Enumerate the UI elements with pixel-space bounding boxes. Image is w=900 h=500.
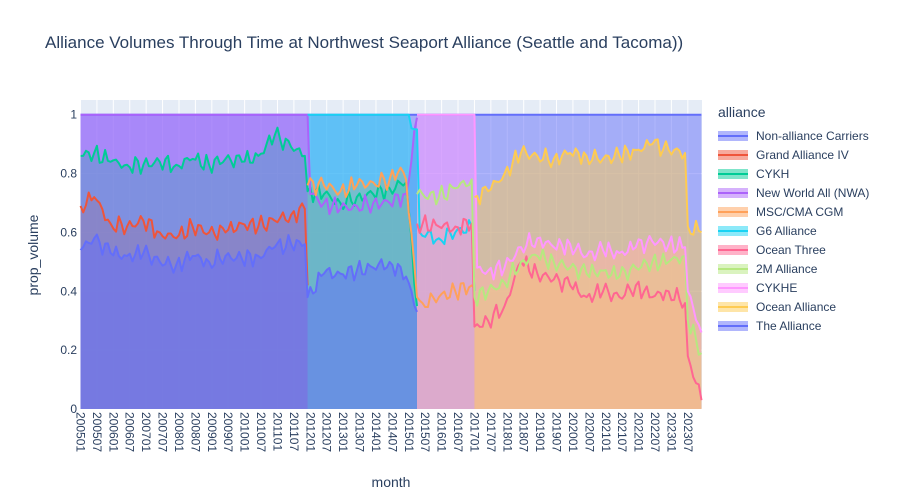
x-tick-label: 201401 — [369, 412, 383, 452]
x-tick-label: 202207 — [648, 412, 662, 452]
x-tick-label: 201101 — [270, 412, 284, 451]
legend-label: MSC/CMA CGM — [756, 204, 844, 219]
x-tick-label: 200907 — [221, 412, 235, 452]
x-tick-label: 200801 — [172, 412, 186, 452]
legend-item[interactable]: G6 Alliance — [718, 221, 869, 240]
series-line — [79, 191, 309, 286]
x-tick-label: 200707 — [156, 412, 170, 452]
legend-item[interactable]: Grand Alliance IV — [718, 145, 869, 164]
series-line — [474, 138, 702, 236]
legend-label: Ocean Three — [756, 242, 826, 257]
legend-item[interactable]: Ocean Alliance — [718, 297, 869, 316]
series-line — [307, 113, 476, 292]
legend-label: CYKH — [756, 166, 790, 181]
x-tick-label: 201301 — [336, 412, 350, 452]
x-tick-label: 200607 — [123, 412, 137, 452]
x-axis-ticks: 200501 200507 200601 200607 200701 200707 2008… — [74, 412, 695, 452]
legend-item[interactable]: Non-alliance Carriers — [718, 126, 869, 145]
x-tick-label: 201907 — [550, 412, 564, 452]
x-tick-label: 200701 — [139, 412, 153, 452]
chart-title: Alliance Volumes Through Time at Northwe… — [45, 33, 684, 52]
x-tick-label: 202201 — [632, 412, 646, 452]
legend-label: New World All (NWA) — [756, 185, 870, 200]
y-axis-title: prop_volume — [25, 214, 41, 295]
y-tick-label: 0.4 — [60, 284, 77, 298]
x-tick-label: 202301 — [664, 412, 678, 452]
x-tick-label: 201707 — [484, 412, 498, 452]
x-axis-title: month — [372, 474, 411, 490]
y-axis-ticks: 0 0.2 0.4 0.6 0.8 1 — [60, 108, 77, 416]
x-tick-label: 200601 — [106, 412, 120, 452]
legend-label: Grand Alliance IV — [756, 147, 849, 162]
y-tick-label: 0.2 — [60, 343, 77, 357]
series-line — [416, 113, 703, 333]
x-tick-label: 202107 — [615, 412, 629, 452]
legend: alliance Non-alliance Carriers Grand Alli… — [718, 104, 869, 335]
legend-item[interactable]: 2M Alliance — [718, 259, 869, 278]
legend-swatch — [718, 244, 748, 255]
legend-swatch — [718, 187, 748, 198]
legend-item[interactable]: CYKH — [718, 164, 869, 183]
legend-label: G6 Alliance — [756, 223, 817, 238]
legend-item[interactable]: MSC/CMA CGM — [718, 202, 869, 221]
x-tick-label: 200501 — [74, 412, 88, 452]
legend-label: 2M Alliance — [756, 261, 818, 276]
series-line — [79, 233, 418, 313]
x-tick-label: 201901 — [533, 412, 547, 452]
legend-item[interactable]: Ocean Three — [718, 240, 869, 259]
x-tick-label: 201201 — [303, 412, 317, 452]
x-tick-label: 201807 — [517, 412, 531, 452]
legend-item[interactable]: New World All (NWA) — [718, 183, 869, 202]
x-tick-label: 201501 — [402, 412, 416, 452]
legend-label: The Alliance — [756, 318, 822, 333]
legend-swatch — [718, 320, 748, 331]
y-tick-label: 0.6 — [60, 225, 77, 239]
x-tick-label: 201007 — [254, 412, 268, 452]
series-line — [80, 113, 418, 216]
legend-swatch — [718, 282, 748, 293]
series-line — [80, 126, 418, 307]
series-line — [416, 178, 703, 356]
y-tick-label: 1 — [70, 108, 77, 122]
legend-label: Non-alliance Carriers — [756, 128, 869, 143]
series-line — [416, 214, 703, 401]
area-series — [80, 114, 702, 410]
y-tick-label: 0 — [70, 402, 77, 416]
x-tick-label: 202101 — [599, 412, 613, 452]
legend-item[interactable]: CYKHE — [718, 278, 869, 297]
x-tick-label: 202307 — [681, 412, 695, 452]
legend-items: Non-alliance Carriers Grand Alliance IV CY… — [718, 126, 869, 335]
x-tick-label: 201307 — [353, 412, 367, 452]
x-tick-label: 200807 — [188, 412, 202, 452]
legend-swatch — [718, 301, 748, 312]
x-tick-label: 202001 — [566, 412, 580, 452]
legend-title: alliance — [718, 104, 766, 120]
x-tick-label: 201607 — [451, 412, 465, 452]
y-tick-label: 0.8 — [60, 167, 77, 181]
legend-swatch — [718, 225, 748, 236]
x-tick-label: 201601 — [435, 412, 449, 452]
x-tick-label: 201507 — [418, 412, 432, 452]
legend-swatch — [718, 263, 748, 274]
legend-label: Ocean Alliance — [756, 299, 837, 314]
legend-swatch — [718, 130, 748, 141]
legend-swatch — [718, 149, 748, 160]
x-tick-label: 201801 — [500, 412, 514, 452]
x-tick-label: 200901 — [205, 412, 219, 452]
legend-swatch — [718, 168, 748, 179]
legend-swatch — [718, 206, 748, 217]
x-tick-label: 202007 — [582, 412, 596, 452]
legend-label: CYKHE — [756, 280, 798, 295]
legend-item[interactable]: The Alliance — [718, 316, 869, 335]
x-tick-label: 200507 — [90, 412, 104, 452]
x-tick-label: 201701 — [467, 412, 481, 452]
line-series — [79, 113, 703, 401]
x-tick-label: 201001 — [238, 412, 252, 452]
x-tick-label: 201107 — [287, 412, 301, 451]
x-tick-label: 201407 — [385, 412, 399, 452]
x-tick-label: 201207 — [320, 412, 334, 452]
series-line — [306, 166, 476, 309]
